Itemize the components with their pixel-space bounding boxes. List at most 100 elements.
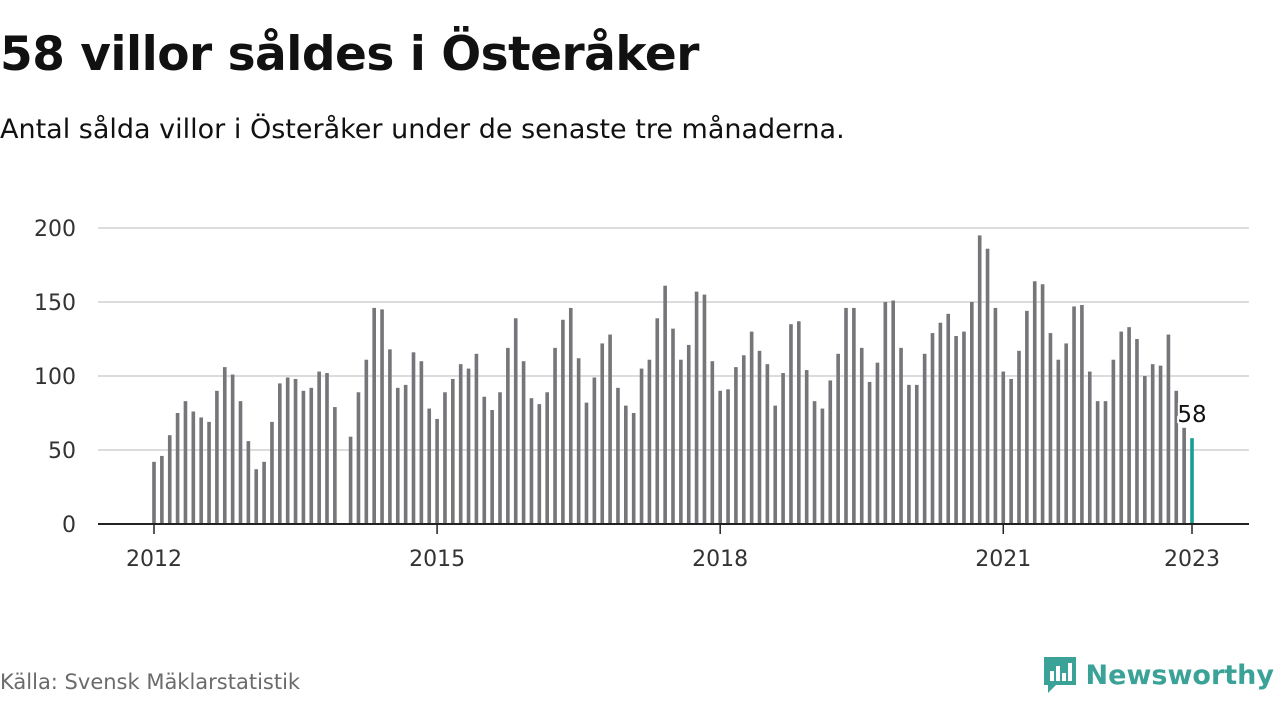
bar — [427, 408, 432, 524]
bar — [702, 294, 707, 524]
bar — [639, 368, 644, 524]
bar — [789, 324, 793, 524]
bar — [993, 307, 998, 524]
bar — [977, 235, 982, 524]
bar — [1032, 281, 1037, 524]
bar — [765, 364, 770, 524]
bar — [175, 413, 180, 524]
bar — [804, 370, 809, 524]
bar — [734, 367, 738, 524]
bar — [230, 374, 235, 524]
x-tick-label: 2021 — [975, 547, 1031, 572]
bar — [435, 418, 439, 524]
bar — [749, 331, 754, 524]
bar — [1182, 427, 1186, 524]
bar — [954, 336, 958, 524]
bar — [443, 392, 447, 524]
bar — [907, 384, 911, 524]
bar — [694, 291, 699, 524]
bar — [1040, 284, 1045, 524]
bar — [215, 390, 219, 524]
bar — [380, 309, 384, 524]
brand-name: Newsworthy — [1085, 659, 1274, 691]
bar — [466, 368, 471, 524]
bar — [624, 405, 628, 524]
bar — [608, 334, 612, 524]
bar — [333, 407, 337, 524]
bar — [285, 377, 290, 524]
bar — [529, 398, 534, 524]
bar — [718, 390, 722, 524]
bar — [1017, 350, 1021, 524]
bar — [537, 404, 542, 524]
bar — [1119, 331, 1124, 524]
bar — [301, 390, 306, 524]
bar — [513, 318, 518, 524]
x-tick-label: 2023 — [1164, 547, 1220, 572]
bar — [1135, 339, 1139, 524]
bar — [388, 349, 392, 524]
bar — [293, 378, 298, 524]
bar — [372, 307, 376, 524]
bar — [867, 381, 872, 524]
bar — [741, 355, 746, 524]
bar — [938, 322, 943, 524]
bar — [474, 353, 479, 524]
bar — [1009, 378, 1013, 524]
bar — [1087, 371, 1092, 524]
bar — [545, 392, 549, 524]
highlight-value-label: 58 — [1177, 402, 1206, 428]
bar — [710, 361, 715, 524]
x-tick-label: 2018 — [692, 547, 748, 572]
bars — [152, 235, 1194, 524]
bar — [1127, 327, 1131, 524]
bar — [199, 417, 203, 524]
bar — [852, 307, 856, 524]
bar — [152, 461, 156, 524]
y-tick-label: 50 — [48, 439, 76, 464]
bar — [584, 402, 589, 524]
x-tick-label: 2012 — [126, 547, 182, 572]
bar — [946, 313, 951, 524]
bar — [262, 461, 266, 524]
bar — [859, 347, 864, 524]
bar — [1158, 365, 1163, 524]
bar — [317, 371, 321, 524]
bar — [820, 408, 825, 524]
bar — [356, 392, 361, 524]
bar — [167, 435, 172, 524]
chart-subtitle: Antal sålda villor i Österåker under de … — [0, 114, 845, 145]
bar — [1056, 359, 1061, 524]
bar — [1064, 343, 1068, 524]
bar — [985, 248, 990, 524]
bar — [914, 384, 919, 524]
bar — [482, 396, 487, 524]
y-tick-label: 150 — [34, 291, 76, 316]
bar — [726, 389, 730, 524]
x-tick-label: 2015 — [409, 547, 465, 572]
bar — [757, 350, 762, 524]
bar — [419, 361, 424, 524]
bar — [616, 387, 620, 524]
bar — [403, 384, 408, 524]
bar — [1150, 364, 1155, 524]
bar — [160, 455, 164, 524]
bar — [568, 307, 573, 524]
bar — [679, 359, 683, 524]
bar — [1072, 306, 1076, 524]
bar — [1080, 304, 1084, 524]
bar — [828, 380, 833, 524]
bar — [883, 302, 888, 524]
brand-logo: Newsworthy — [1042, 652, 1274, 698]
bar — [1143, 376, 1147, 524]
bar — [773, 405, 778, 524]
bar — [655, 318, 660, 524]
bar — [553, 347, 557, 524]
y-tick-label: 0 — [62, 513, 76, 538]
bar — [663, 285, 667, 524]
bar — [348, 436, 353, 524]
bar — [411, 352, 416, 524]
chart-title: 58 villor såldes i Österåker — [0, 27, 699, 82]
bar — [506, 347, 510, 524]
bar — [254, 469, 259, 524]
